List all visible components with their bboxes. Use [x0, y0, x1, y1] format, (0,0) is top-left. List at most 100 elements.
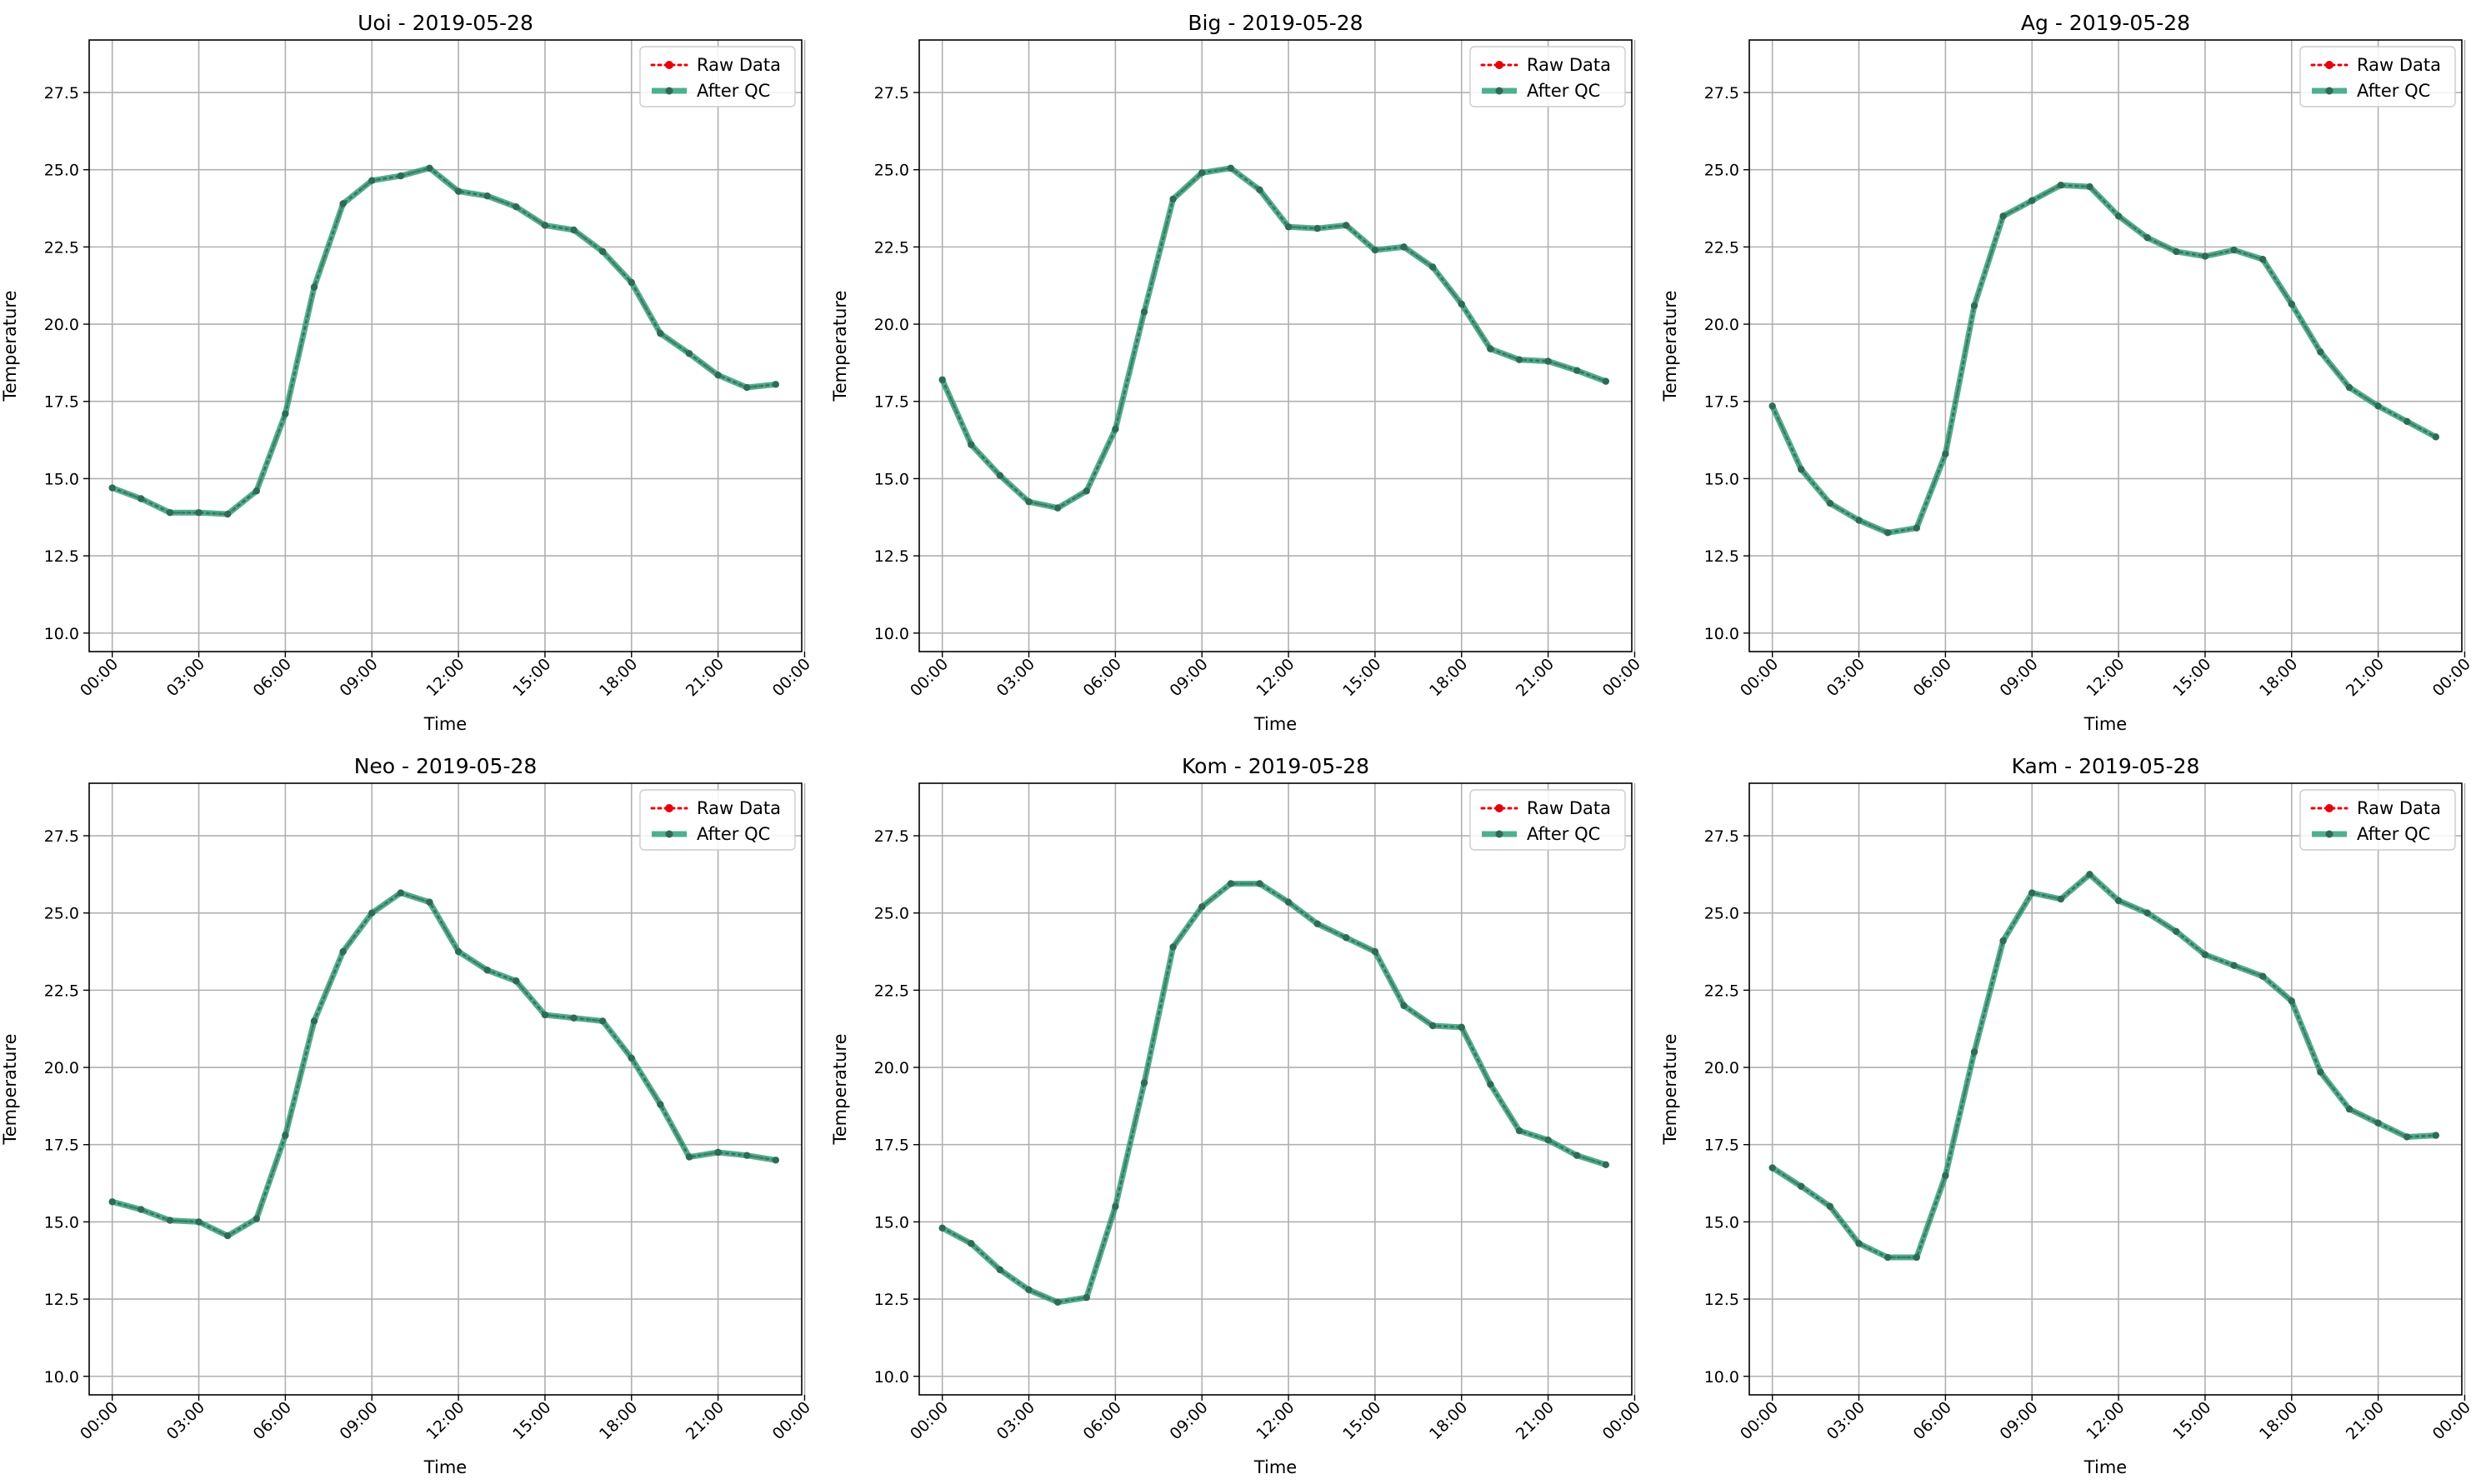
data-point: [1798, 466, 1805, 473]
y-tick-label: 27.5: [1704, 84, 1739, 102]
legend-marker-qc: [665, 87, 673, 95]
x-tick-label: 00:00: [907, 1398, 952, 1443]
x-tick-label: 18:00: [1426, 655, 1471, 700]
data-point: [138, 495, 145, 502]
y-tick-label: 10.0: [1704, 625, 1739, 643]
data-point: [2028, 197, 2036, 204]
data-point: [2201, 951, 2209, 958]
data-point: [166, 508, 174, 517]
x-tick-label: 03:00: [163, 655, 208, 700]
data-point: [1112, 425, 1119, 433]
x-tick-label: 15:00: [1339, 655, 1384, 700]
y-tick-label: 25.0: [874, 162, 909, 180]
legend-marker-qc: [1495, 830, 1503, 838]
x-tick-label: 00:00: [77, 1398, 122, 1443]
data-point: [2057, 895, 2065, 903]
y-tick-label: 17.5: [44, 393, 79, 412]
data-point: [368, 909, 376, 917]
data-point: [541, 1011, 549, 1019]
legend-label-qc: After QC: [697, 81, 770, 101]
chart-title: Kam - 2019-05-28: [2012, 754, 2200, 778]
data-point: [397, 172, 405, 180]
x-tick-label: 00:00: [1737, 1398, 1782, 1443]
data-point: [2258, 256, 2267, 263]
y-tick-label: 10.0: [1704, 1368, 1739, 1387]
subplot-6: 10.0 12.5 15.0 17.5 20.0 22.5 25.0 27.5 00:00 03:…: [1660, 754, 2474, 1477]
data-point: [1428, 263, 1437, 271]
data-point: [138, 1206, 145, 1213]
x-tick-label: 00:00: [1737, 655, 1782, 700]
y-tick-label: 15.0: [1704, 1213, 1739, 1232]
y-axis-label: Temperature: [830, 1033, 850, 1145]
data-point: [108, 1198, 116, 1206]
legend-marker-qc: [1495, 87, 1503, 95]
data-point: [2230, 246, 2238, 254]
data-point: [968, 441, 975, 448]
x-tick-label: 09:00: [336, 1398, 381, 1443]
y-tick-label: 25.0: [44, 162, 79, 180]
legend-label-raw: Raw Data: [1527, 55, 1611, 75]
legend-label-qc: After QC: [1527, 81, 1600, 101]
data-point: [426, 164, 433, 172]
x-tick-label: 00:00: [1599, 1398, 1644, 1443]
data-point: [2432, 1132, 2440, 1139]
data-point: [938, 1224, 946, 1232]
x-axis-label: Time: [423, 714, 467, 734]
x-tick-label: 06:00: [1080, 1398, 1125, 1443]
legend-marker-raw: [665, 804, 673, 812]
plot-frame: [88, 782, 803, 1396]
data-point: [628, 1054, 635, 1062]
data-point: [1970, 1048, 1978, 1056]
subplot-2: 10.0 12.5 15.0 17.5 20.0 22.5 25.0 27.5 00:00 03:…: [830, 11, 1644, 734]
data-point: [714, 372, 722, 379]
legend-marker-raw: [1495, 61, 1503, 69]
data-point: [1544, 357, 1552, 365]
x-tick-label: 21:00: [2343, 655, 2388, 700]
x-tick-label: 15:00: [1339, 1398, 1384, 1443]
data-point: [1313, 920, 1321, 927]
y-tick-label: 22.5: [874, 238, 909, 257]
data-point: [772, 381, 780, 388]
data-point: [1515, 1127, 1523, 1135]
y-tick-label: 15.0: [44, 1213, 79, 1232]
data-point: [454, 187, 463, 195]
x-tick-label: 09:00: [1166, 1398, 1211, 1443]
data-point: [570, 226, 578, 234]
chart-title: Uoi - 2019-05-28: [358, 11, 533, 35]
y-tick-label: 10.0: [874, 1368, 909, 1387]
y-tick-label: 15.0: [1704, 470, 1739, 488]
data-point: [1227, 880, 1235, 887]
data-point: [968, 1240, 975, 1247]
x-axis-label: Time: [423, 1457, 467, 1477]
legend-marker-qc: [2325, 830, 2333, 838]
data-point: [2086, 182, 2093, 191]
data-point: [938, 376, 946, 383]
data-point: [1198, 169, 1206, 177]
data-point: [1602, 1161, 1610, 1169]
data-point: [1855, 1240, 1863, 1247]
chart-title: Ag - 2019-05-28: [2021, 11, 2190, 35]
data-point: [1400, 243, 1408, 251]
y-tick-label: 10.0: [44, 625, 79, 643]
data-point: [454, 947, 463, 956]
data-point: [996, 1266, 1004, 1274]
data-point: [253, 487, 260, 495]
data-point: [2201, 252, 2209, 260]
data-point: [1343, 934, 1350, 942]
data-point: [743, 1152, 751, 1159]
data-point: [223, 510, 232, 518]
legend-marker-raw: [665, 61, 673, 69]
data-point: [339, 200, 347, 207]
y-tick-label: 17.5: [1704, 1137, 1739, 1155]
plot-area: [89, 783, 802, 1395]
data-point: [1458, 1023, 1465, 1032]
x-tick-label: 03:00: [993, 1398, 1038, 1443]
data-point: [1083, 1294, 1090, 1302]
y-tick-label: 22.5: [1704, 982, 1739, 1000]
data-point: [1883, 1253, 1892, 1262]
data-point: [195, 1218, 203, 1226]
data-point: [1458, 300, 1465, 308]
plot-frame: [1748, 39, 2463, 652]
y-tick-label: 12.5: [874, 547, 909, 566]
data-point: [1913, 1253, 1920, 1262]
